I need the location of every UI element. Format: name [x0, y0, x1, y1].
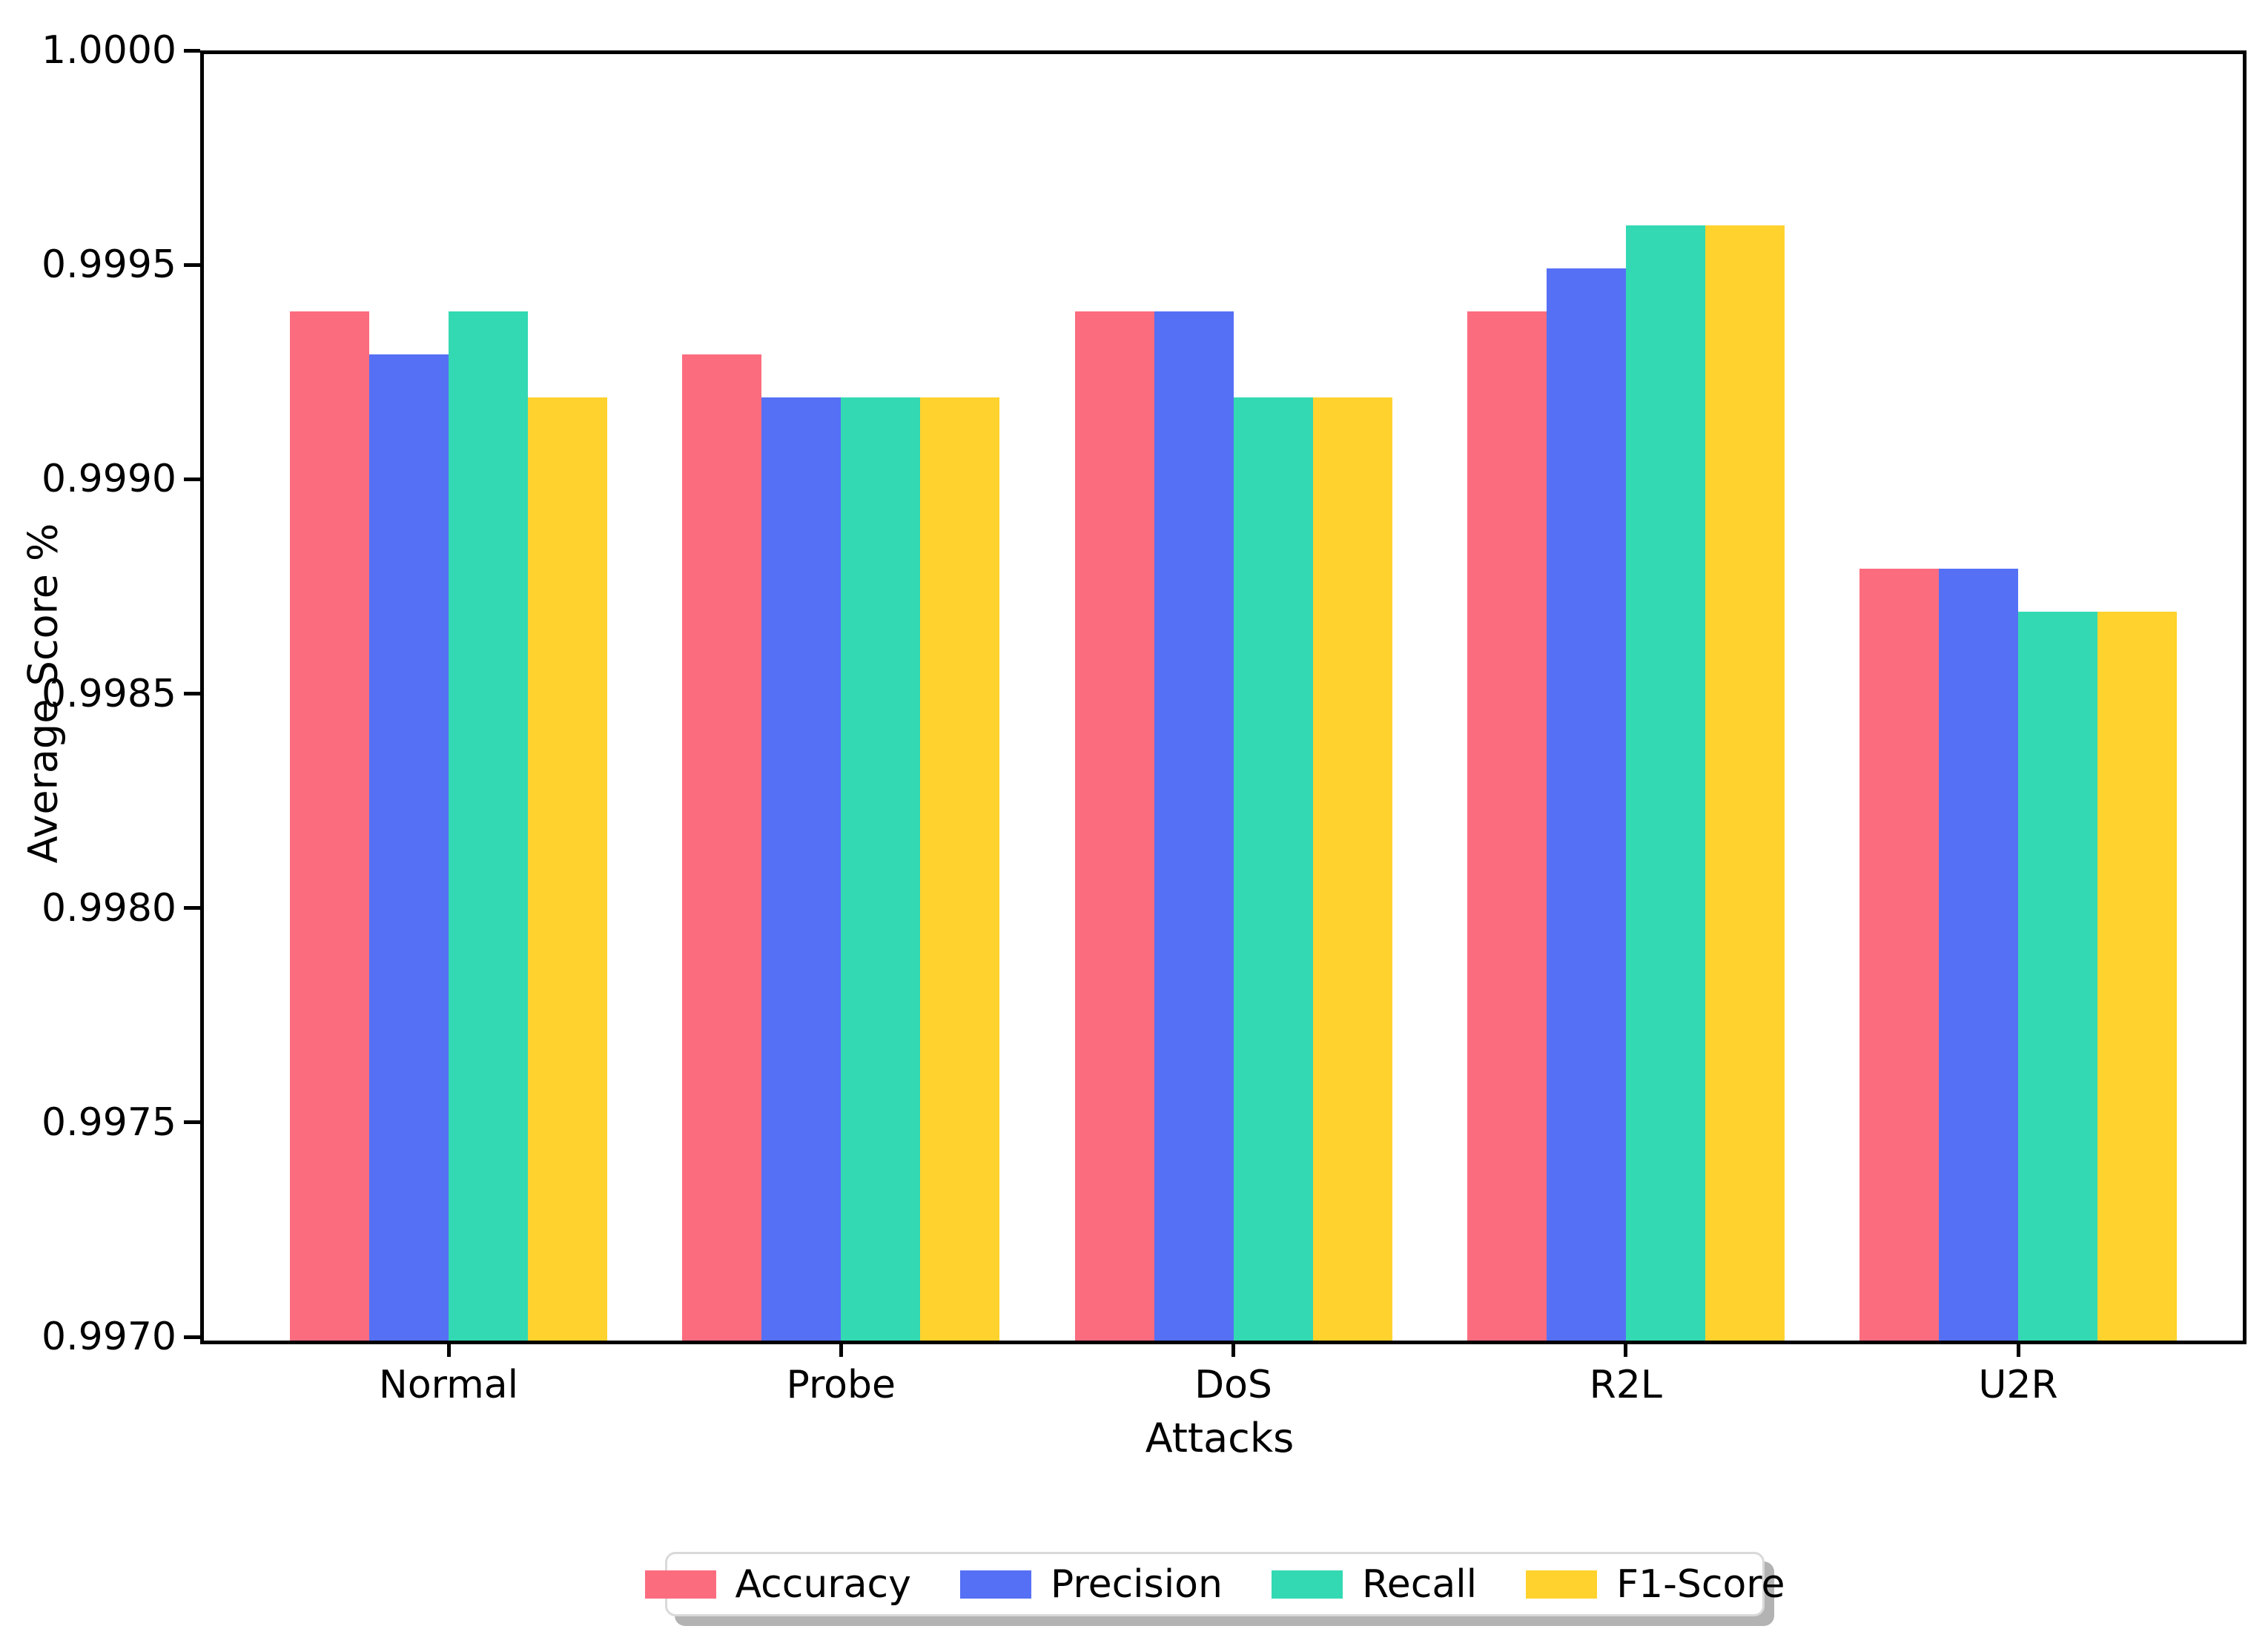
x-tick-mark — [1231, 1341, 1235, 1357]
x-tick-label: Normal — [378, 1363, 519, 1407]
legend-label: Accuracy — [735, 1562, 911, 1607]
legend-item-f1-score: F1-Score — [1526, 1562, 1785, 1607]
legend-item-accuracy: Accuracy — [644, 1562, 911, 1607]
x-tick-mark — [839, 1341, 843, 1357]
y-tick-mark — [184, 1335, 200, 1339]
y-tick-mark — [184, 48, 200, 53]
y-tick-label: 1.0000 — [42, 28, 176, 73]
bar-precision-u2r — [1939, 569, 2018, 1341]
y-tick-mark — [184, 262, 200, 267]
x-tick-mark — [446, 1341, 451, 1357]
y-tick-label: 0.9985 — [42, 671, 176, 716]
legend-item-precision: Precision — [959, 1562, 1223, 1607]
legend-label: Recall — [1361, 1562, 1478, 1607]
y-tick-mark — [184, 477, 200, 481]
legend: Accuracy Precision Recall F1-Score — [644, 1552, 1785, 1616]
legend-swatch-icon — [1526, 1570, 1598, 1599]
y-tick-label: 0.9975 — [42, 1100, 176, 1145]
y-tick-mark — [184, 1120, 200, 1125]
x-tick-mark — [2016, 1341, 2020, 1357]
bar-f1-score-probe — [920, 397, 1000, 1341]
y-tick-label: 0.9970 — [42, 1315, 176, 1359]
legend-item-recall: Recall — [1271, 1562, 1478, 1607]
y-tick-label: 0.9980 — [42, 885, 176, 931]
plot-area — [200, 50, 2246, 1344]
bar-accuracy-dos — [1074, 311, 1154, 1341]
bar-accuracy-probe — [682, 354, 762, 1341]
bar-f1-score-dos — [1312, 397, 1392, 1341]
legend-label: F1-Score — [1616, 1562, 1785, 1607]
bar-accuracy-u2r — [1859, 569, 1939, 1341]
bar-accuracy-normal — [290, 311, 369, 1341]
bar-recall-r2l — [1625, 225, 1705, 1341]
bar-recall-normal — [449, 311, 528, 1341]
y-tick-label: 0.9995 — [42, 242, 176, 288]
bar-accuracy-r2l — [1467, 311, 1547, 1341]
x-tick-label: Probe — [786, 1363, 896, 1407]
y-tick-mark — [184, 692, 200, 695]
legend-swatch-icon — [1271, 1570, 1343, 1599]
bar-precision-probe — [761, 397, 842, 1341]
bar-recall-probe — [841, 397, 921, 1341]
legend-label: Precision — [1050, 1562, 1223, 1607]
bar-f1-score-normal — [528, 397, 607, 1341]
x-tick-mark — [1624, 1341, 1628, 1357]
bar-precision-normal — [369, 354, 449, 1341]
bar-f1-score-r2l — [1705, 225, 1785, 1341]
x-tick-label: R2L — [1589, 1363, 1662, 1407]
bar-recall-u2r — [2018, 611, 2097, 1341]
x-tick-label: U2R — [1978, 1363, 2058, 1407]
bar-recall-dos — [1233, 397, 1313, 1341]
bar-precision-dos — [1154, 311, 1234, 1341]
bar-f1-score-u2r — [2097, 611, 2177, 1341]
y-tick-label: 0.9990 — [42, 457, 176, 502]
legend-swatch-icon — [644, 1570, 716, 1599]
bar-precision-r2l — [1546, 268, 1626, 1341]
x-tick-label: DoS — [1194, 1363, 1272, 1407]
x-axis-title: Attacks — [1145, 1415, 1295, 1461]
legend-swatch-icon — [959, 1570, 1031, 1599]
y-tick-mark — [184, 906, 200, 911]
